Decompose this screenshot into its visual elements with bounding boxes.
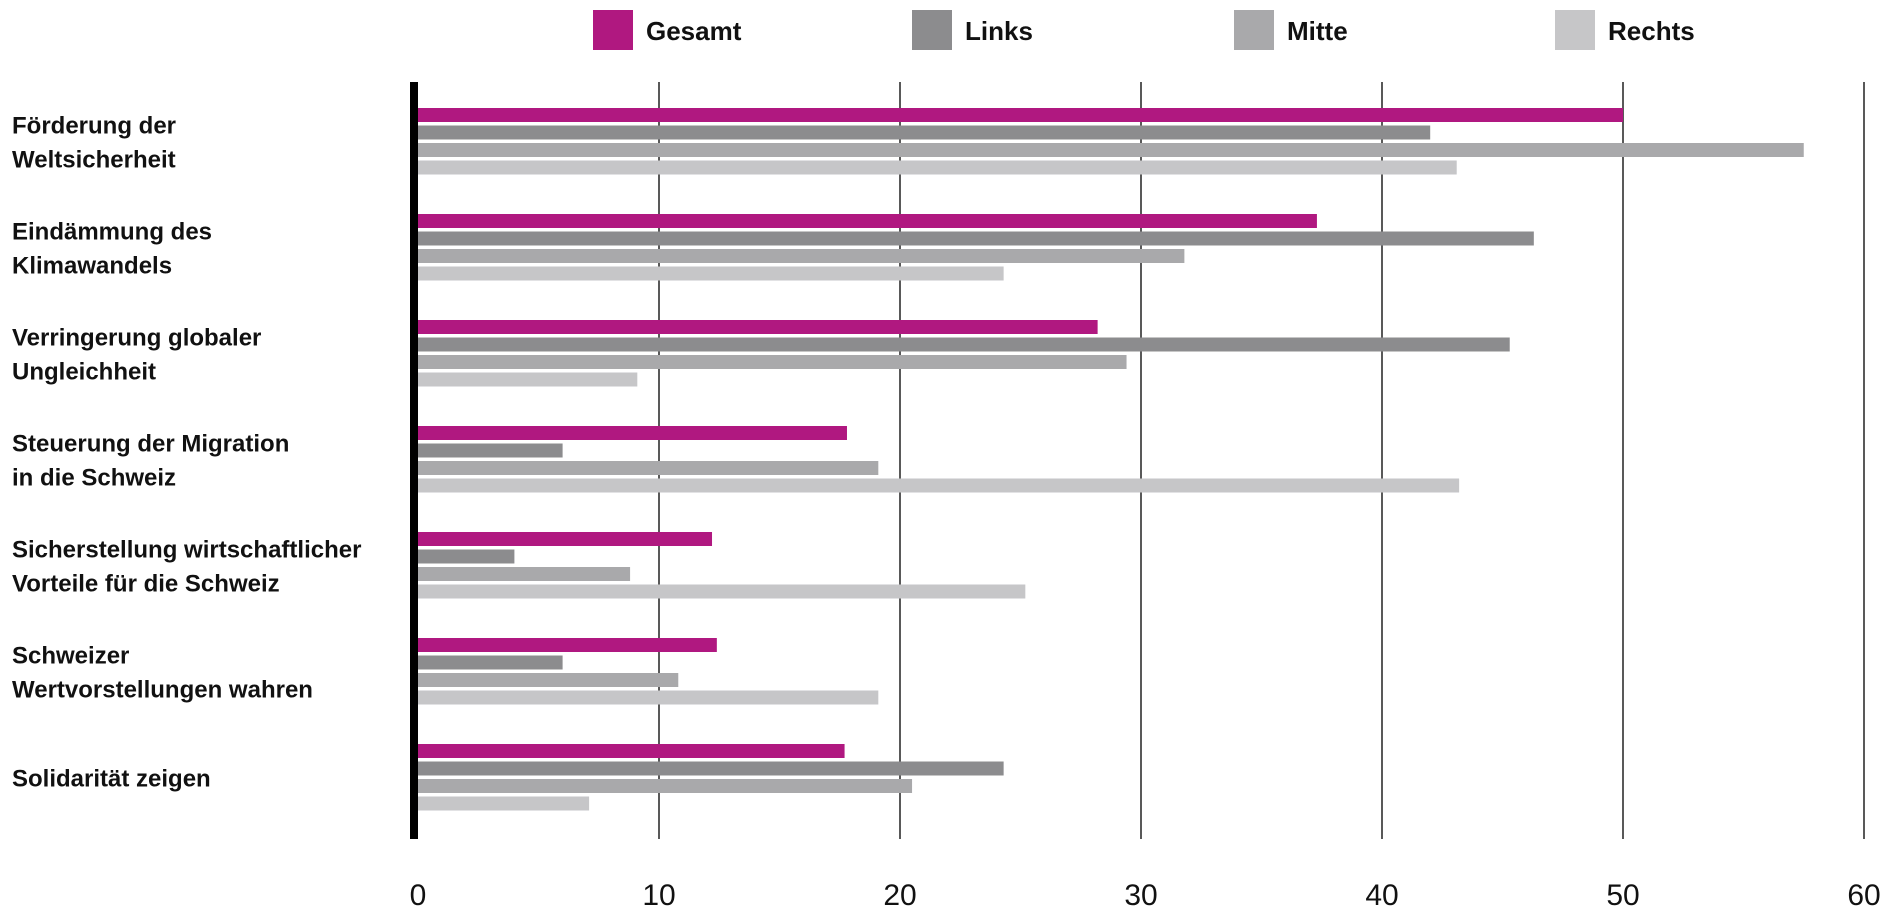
category-label-6: Schweizer Wertvorstellungen wahren	[12, 642, 313, 703]
x-tick-label-10: 10	[642, 879, 675, 909]
bars	[418, 108, 1804, 811]
legend-swatch-gesamt	[593, 10, 633, 50]
x-tick-label-0: 0	[410, 879, 427, 909]
category-label-5: Sicherstellung wirtschaftlicher Vorteile …	[12, 536, 361, 597]
legend-label-rechts: Rechts	[1608, 16, 1695, 46]
legend-label-mitte: Mitte	[1287, 16, 1348, 46]
bar-links-3	[418, 337, 1510, 352]
x-tick-label-50: 50	[1606, 879, 1639, 909]
bar-gesamt-1	[418, 108, 1623, 122]
bar-mitte-2	[418, 249, 1185, 263]
bar-rechts-6	[418, 690, 879, 705]
bar-links-6	[418, 655, 563, 670]
bar-gesamt-5	[418, 532, 713, 546]
bar-mitte-3	[418, 355, 1127, 369]
category-label-2: Eindämmung des Klimawandels	[12, 218, 212, 279]
bar-gesamt-7	[418, 744, 845, 758]
category-label-7: Solidarität zeigen	[12, 765, 211, 792]
legend-swatch-mitte	[1234, 10, 1274, 50]
bar-links-5	[418, 549, 515, 564]
bar-mitte-1	[418, 143, 1804, 157]
bar-rechts-4	[418, 478, 1460, 493]
x-tick-label-30: 30	[1124, 879, 1157, 909]
bar-gesamt-3	[418, 320, 1098, 334]
bar-links-1	[418, 125, 1431, 140]
bar-links-4	[418, 443, 563, 458]
bar-links-2	[418, 231, 1534, 246]
category-labels: Förderung der Weltsicherheit Eindämmung de…	[12, 112, 361, 792]
x-tick-label-60: 60	[1847, 879, 1880, 909]
bar-links-7	[418, 761, 1004, 776]
legend-swatch-links	[912, 10, 952, 50]
bar-rechts-7	[418, 796, 590, 811]
bar-mitte-6	[418, 673, 679, 687]
bar-rechts-2	[418, 266, 1004, 281]
bar-gesamt-2	[418, 214, 1317, 228]
x-tick-label-40: 40	[1365, 879, 1398, 909]
category-label-3: Verringerung globaler Ungleichheit	[12, 324, 261, 385]
bar-rechts-3	[418, 372, 638, 387]
category-label-1: Förderung der Weltsicherheit	[12, 112, 176, 173]
bar-gesamt-6	[418, 638, 717, 652]
legend: Gesamt Links Mitte Rechts	[593, 10, 1695, 50]
bar-mitte-5	[418, 567, 631, 581]
bar-gesamt-4	[418, 426, 847, 440]
y-axis-line	[410, 82, 418, 839]
x-tick-label-20: 20	[883, 879, 916, 909]
bar-rechts-5	[418, 584, 1026, 599]
bar-rechts-1	[418, 160, 1457, 175]
legend-label-gesamt: Gesamt	[646, 16, 742, 46]
legend-swatch-rechts	[1555, 10, 1595, 50]
bar-mitte-7	[418, 779, 913, 793]
x-tick-labels: 0 10 20 30 40 50 60	[410, 879, 1881, 909]
gridlines	[658, 82, 1865, 839]
legend-label-links: Links	[965, 16, 1033, 46]
bar-mitte-4	[418, 461, 879, 475]
category-label-4: Steuerung der Migration in die Schweiz	[12, 430, 289, 491]
